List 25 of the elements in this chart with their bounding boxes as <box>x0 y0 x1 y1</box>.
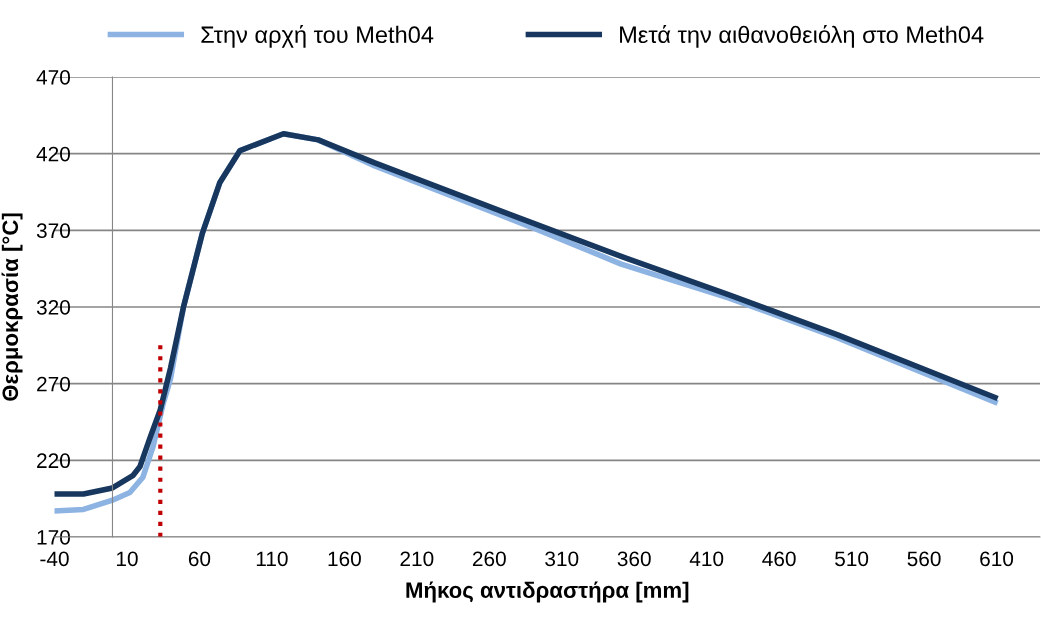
y-tick-label: 320 <box>36 300 70 315</box>
x-tick-label: 60 <box>188 551 211 567</box>
y-tick-label: 470 <box>36 70 70 85</box>
x-tick-label: -40 <box>40 551 69 567</box>
x-tick-label: 10 <box>116 551 138 567</box>
y-tick-label: 270 <box>37 376 70 392</box>
x-tick-label: 560 <box>907 551 941 567</box>
x-tick-label: 460 <box>762 551 796 567</box>
x-tick-label: 110 <box>256 551 288 567</box>
x-tick-label: 610 <box>980 551 1014 567</box>
y-tick-label: 170 <box>37 530 70 545</box>
legend-label: Μετά την αιθανοθειόλη στο Meth04 <box>620 25 984 48</box>
x-tick-label: 410 <box>689 551 724 567</box>
y-tick-label: 420 <box>36 146 70 162</box>
x-axis-title: Μήκος αντιδραστήρα [mm] <box>406 581 689 603</box>
x-tick-label: 210 <box>400 551 434 567</box>
x-tick-label: 360 <box>617 551 651 567</box>
x-tick-label: 160 <box>328 551 361 567</box>
x-tick-label: 310 <box>545 551 579 567</box>
x-tick-label: 260 <box>472 551 506 567</box>
y-axis-title: Θερμοκρασία [°C] <box>1 213 23 401</box>
y-tick-label: 370 <box>36 223 70 239</box>
y-tick-label: 220 <box>37 453 70 469</box>
x-tick-label: 510 <box>835 551 869 567</box>
legend-label: Στην αρχή του Meth04 <box>201 25 434 48</box>
